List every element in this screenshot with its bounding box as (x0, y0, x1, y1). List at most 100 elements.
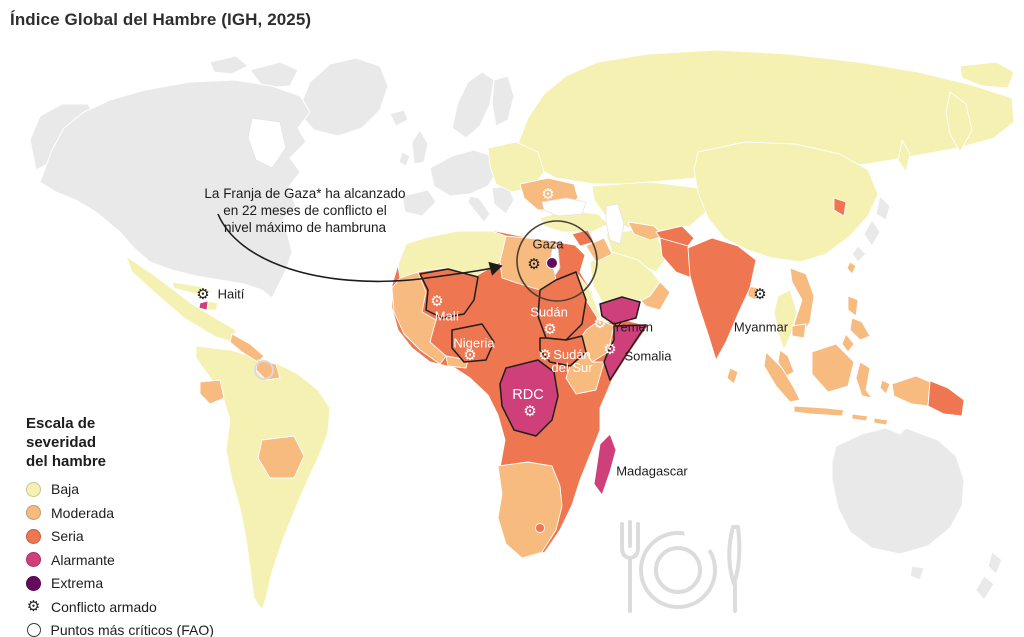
legend-row-seria: Seria (26, 528, 256, 544)
baja-countries (125, 49, 1015, 611)
country-madagascar (593, 433, 617, 496)
country-japan (875, 195, 891, 221)
country-somalia (603, 324, 647, 381)
country-thailand (773, 289, 798, 351)
region-kamchatka (945, 91, 973, 153)
legend-row-baja: Baja (26, 481, 256, 497)
country-philippines (849, 317, 871, 341)
region-kenya-uganda (565, 351, 605, 395)
conflict-icon-yemen: ⚙ (593, 314, 606, 332)
country-yemen (599, 296, 641, 325)
country-cuba (171, 281, 215, 295)
country-china (693, 141, 879, 263)
conflict-icon-haiti: ⚙ (196, 285, 209, 303)
seria-countries (571, 197, 965, 417)
legend-label-conflict: Conflicto armado (51, 598, 157, 615)
country-cambodia (791, 323, 807, 339)
country-italy (467, 195, 491, 223)
country-sudan (537, 271, 587, 341)
region-taiwan (846, 261, 857, 275)
legend-title-line3: del hambre (26, 453, 107, 470)
label-gaza: Gaza (532, 236, 564, 252)
seria-swatch (26, 528, 41, 544)
country-drc (499, 359, 559, 437)
legend-label-moderada: Moderada (51, 504, 115, 521)
region-tasmania (909, 565, 925, 581)
region-malay-peninsula (777, 349, 795, 377)
label-yemen: Yemen (613, 319, 653, 335)
moderada-swatch (26, 505, 41, 520)
legend-title-line1: Escala de (26, 415, 96, 432)
hudson-bay (247, 117, 287, 169)
gaza-annotation: La Franja de Gaza* ha alcanzado en 22 me… (198, 185, 412, 236)
label-south-sudan: Sudán del Sur (551, 348, 592, 374)
country-japan (863, 219, 881, 247)
conflict-icon-gaza: ⚙ (527, 255, 540, 273)
country-oman (640, 281, 671, 311)
country-philippines (841, 333, 855, 353)
region-lesser-sunda (873, 417, 889, 426)
label-nigeria: Nigeria (453, 335, 495, 351)
region-western-europe (429, 149, 499, 197)
legend-label-baja: Baja (51, 481, 80, 497)
region-sulawesi (855, 361, 873, 399)
plate-fork-knife-watermark (620, 520, 742, 613)
country-north-korea (833, 197, 847, 217)
label-somalia: Somalia (624, 348, 672, 364)
gaza-annotation-line2: en 22 meses de conflicto el (223, 203, 387, 218)
region-java (793, 405, 845, 417)
country-japan (851, 245, 867, 263)
region-scandinavia (451, 71, 495, 139)
country-papua-new-guinea (927, 379, 965, 417)
page-title: Índice Global del Hambre (IGH, 2025) (10, 10, 312, 29)
region-southern-africa (497, 461, 563, 559)
country-canada-usa (39, 79, 311, 299)
country-nigeria (451, 323, 495, 363)
legend-row-hotspots: Puntos más críticos (FAO) (26, 622, 256, 637)
country-sri-lanka (726, 367, 739, 385)
label-rdc: RDC (512, 387, 544, 403)
country-iceland (389, 109, 409, 127)
legend: Escala de severidad del hambre Baja Mode… (26, 414, 256, 637)
fork-icon (620, 520, 640, 613)
region-guyana-suriname (255, 359, 281, 381)
knife-icon (727, 525, 742, 613)
continent-south-america (195, 345, 331, 611)
country-lesotho (535, 523, 545, 533)
region-moluccas (879, 379, 891, 395)
region-turkmenistan-uzbekistan (627, 221, 665, 241)
legend-items: Baja Moderada Seria Alarmante Extrema ⚙ … (26, 481, 256, 637)
country-ireland (398, 151, 411, 167)
label-madagascar: Madagascar (616, 463, 688, 479)
baja-swatch (26, 481, 41, 497)
label-haiti: Haití (217, 286, 245, 302)
legend-title: Escala de severidad del hambre (26, 414, 256, 471)
country-india (687, 237, 757, 361)
region-west-africa-coast (391, 271, 447, 365)
plate-outer-circle (639, 531, 717, 609)
legend-row-alarmante: Alarmante (26, 552, 256, 568)
legend-row-moderada: Moderada (26, 505, 256, 521)
country-new-zealand (975, 575, 995, 601)
legend-label-hotspots: Puntos más críticos (FAO) (50, 622, 214, 637)
conflict-icon-somalia: ⚙ (603, 340, 616, 358)
no-data-countries (29, 55, 1003, 601)
continent-africa (391, 229, 649, 559)
country-afghanistan (655, 225, 695, 247)
country-pakistan (659, 237, 693, 279)
region-borneo (811, 343, 855, 393)
country-greenland (297, 57, 389, 137)
gaza-annotation-line3: nivel máximo de hambruna (223, 220, 387, 235)
region-chukotka (959, 61, 1015, 89)
plate-inner-circle (654, 546, 702, 594)
conflict-icon-myanmar: ⚙ (753, 285, 766, 303)
region-lesser-sunda (851, 413, 869, 422)
conflict-icon-mali: ⚙ (430, 292, 443, 310)
legend-row-extrema: Extrema (26, 575, 256, 591)
gaza-annotation-line1: La Franja de Gaza* ha alcanzado (204, 186, 406, 201)
caspian-sea (605, 203, 625, 245)
arctic-islands (209, 55, 249, 75)
country-finland (491, 75, 515, 127)
black-sea (541, 197, 587, 217)
